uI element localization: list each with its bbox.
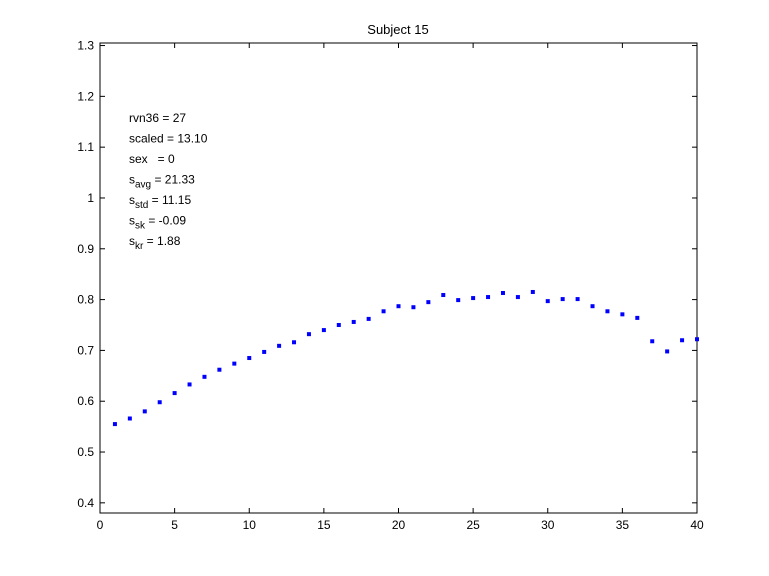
data-point (217, 367, 222, 372)
annotation-text: s (129, 214, 135, 228)
data-point (605, 309, 610, 314)
chart-title: Subject 15 (367, 22, 428, 37)
annotation-text: sex = 0 (129, 152, 175, 166)
x-tick-label: 25 (466, 518, 480, 532)
data-point (426, 300, 431, 305)
y-tick-label: 1 (87, 191, 94, 205)
data-point (127, 416, 132, 421)
x-tick-label: 15 (317, 518, 331, 532)
annotation-text: scaled = 13.10 (129, 132, 208, 146)
y-tick-label: 1.3 (77, 39, 94, 53)
data-point (172, 391, 177, 396)
data-point (187, 382, 192, 387)
data-point (500, 290, 505, 295)
annotation-value: = 11.15 (148, 193, 191, 207)
data-point (635, 315, 640, 320)
data-point (336, 323, 341, 327)
data-point (575, 297, 580, 302)
data-point (277, 343, 282, 348)
data-point (650, 339, 655, 344)
data-point (620, 312, 625, 317)
data-point (306, 332, 311, 337)
data-point (232, 361, 237, 366)
axis-tick-labels: 0 5 10 15 20 25 30 35 40 0.4 0.5 0.6 0.7 0.8 0.9 1 1.1 1.… (77, 39, 704, 532)
data-point (486, 295, 491, 300)
data-point (366, 316, 371, 321)
data-point (396, 304, 401, 309)
y-tick-label: 0.4 (77, 496, 94, 510)
data-point (665, 349, 670, 354)
y-tick-label: 1.1 (77, 140, 94, 154)
annotation-text: rvn36 = 27 (129, 111, 186, 125)
data-point (247, 356, 252, 361)
data-point (456, 298, 461, 303)
data-point (321, 328, 326, 333)
annotation-text: s (129, 173, 135, 187)
data-point (530, 289, 535, 294)
x-tick-label: 5 (171, 518, 178, 532)
data-point (471, 296, 476, 301)
annotation-subscript: sk (135, 221, 146, 232)
x-tick-label: 10 (243, 518, 257, 532)
data-point (590, 304, 595, 309)
data-point (351, 319, 356, 324)
y-tick-label: 0.7 (77, 343, 94, 357)
data-point (411, 305, 416, 310)
annotation-line: skr = 1.88 (129, 234, 181, 252)
annotation-subscript: kr (135, 241, 144, 252)
data-point (292, 340, 297, 345)
annotation-subscript: avg (135, 180, 151, 191)
data-point (545, 299, 550, 304)
y-tick-label: 0.9 (77, 242, 94, 256)
data-point (515, 295, 520, 300)
y-tick-label: 0.6 (77, 394, 94, 408)
x-tick-label: 20 (392, 518, 406, 532)
x-tick-label: 40 (690, 518, 704, 532)
annotation-line: sstd = 11.15 (129, 193, 191, 211)
annotation-subscript: std (135, 200, 148, 211)
annotation-line: rvn36 = 27 (129, 111, 186, 125)
y-tick-label: 0.5 (77, 445, 94, 459)
annotation-text: s (129, 193, 135, 207)
x-tick-label: 35 (616, 518, 630, 532)
data-point (262, 349, 267, 354)
x-tick-label: 30 (541, 518, 555, 532)
x-tick-label: 0 (97, 518, 104, 532)
data-point (695, 337, 699, 342)
plot-area-frame (99, 42, 698, 514)
data-point (157, 400, 162, 405)
data-point (441, 293, 446, 298)
annotation-line: sex = 0 (129, 152, 175, 166)
data-point (142, 409, 147, 414)
data-point (112, 422, 117, 427)
data-point (560, 297, 565, 302)
annotation-line: savg = 21.33 (129, 173, 195, 191)
annotation-value: = 1.88 (143, 234, 180, 248)
data-point (202, 374, 207, 379)
annotation-value: = -0.09 (145, 214, 186, 228)
axis-ticks (99, 43, 698, 513)
y-tick-label: 1.2 (77, 89, 94, 103)
data-points (112, 289, 699, 427)
data-point (680, 338, 685, 343)
annotation-line: ssk = -0.09 (129, 214, 186, 232)
y-tick-label: 0.8 (77, 293, 94, 307)
annotation-line: scaled = 13.10 (129, 132, 208, 146)
annotation-value: = 21.33 (151, 173, 195, 187)
data-point (381, 309, 386, 314)
annotation-text: s (129, 234, 135, 248)
